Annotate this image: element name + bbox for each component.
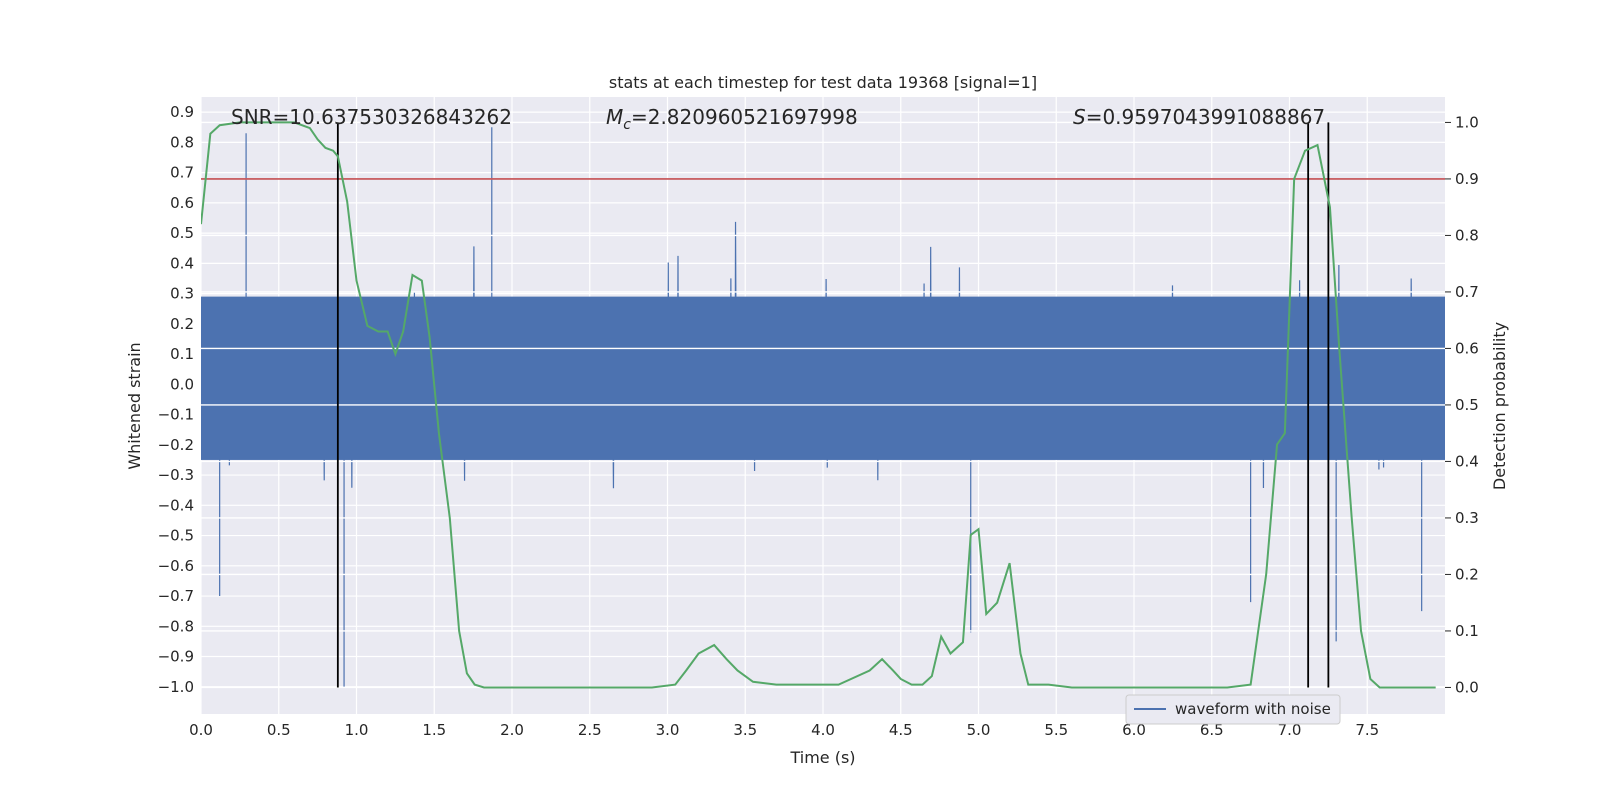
x-tick-label: 0.5	[267, 721, 291, 739]
y-left-tick-label: −0.3	[158, 466, 194, 484]
y-right-tick-label: 0.7	[1455, 283, 1479, 301]
x-tick-label: 4.0	[811, 721, 835, 739]
x-tick-label: 1.5	[422, 721, 446, 739]
y-left-tick-label: 0.4	[170, 254, 194, 272]
y-left-tick-label: −0.1	[158, 406, 194, 424]
y-left-tick-label: −0.2	[158, 436, 194, 454]
y-left-tick-label: −0.6	[158, 557, 194, 575]
chirp-mass-value: =2.820960521697998	[631, 105, 858, 129]
x-tick-label: 3.0	[656, 721, 680, 739]
s-value: =0.9597043991088867	[1086, 105, 1325, 129]
detection-probability-line	[201, 121, 1436, 689]
y-left-axis-label: Whitened strain	[125, 342, 144, 469]
y-right-axis-ticks: 1.0 0.9 0.8 0.7 0.6 0.5 0.4 0.3 0.2 0.1 0.0	[1445, 113, 1479, 696]
legend-label: waveform with noise	[1175, 700, 1331, 718]
y-left-tick-label: 0.1	[170, 345, 194, 363]
chirp-mass-subscript: c	[623, 117, 631, 133]
y-right-tick-label: 0.6	[1455, 339, 1479, 357]
x-tick-label: 2.0	[500, 721, 524, 739]
y-right-tick-label: 0.3	[1455, 509, 1479, 527]
band-gridlines	[201, 121, 1445, 689]
y-left-tick-label: 0.7	[170, 164, 194, 182]
y-left-tick-label: 0.2	[170, 315, 194, 333]
s-symbol: S	[1073, 105, 1086, 129]
chart-title: stats at each timestep for test data 193…	[609, 73, 1037, 92]
y-left-tick-label: 0.3	[170, 285, 194, 303]
y-right-tick-label: 0.0	[1455, 678, 1479, 696]
y-right-axis-label: Detection probability	[1490, 322, 1509, 490]
y-right-tick-label: 0.5	[1455, 396, 1479, 414]
y-right-tick-label: 0.2	[1455, 565, 1479, 583]
y-left-tick-label: 0.8	[170, 133, 194, 151]
y-left-tick-label: 0.5	[170, 224, 194, 242]
y-left-tick-label: −0.7	[158, 587, 194, 605]
x-tick-label: 7.5	[1355, 721, 1379, 739]
y-left-tick-label: −0.4	[158, 496, 194, 514]
y-left-tick-label: −0.8	[158, 617, 194, 635]
x-axis-ticks: 0.0 0.5 1.0 1.5 2.0 2.5 3.0 3.5 4.0 4.5 5.0 5.5 6.0 6…	[189, 721, 1379, 739]
waveform-core-band	[201, 296, 1445, 460]
x-tick-label: 6.5	[1200, 721, 1224, 739]
legend: waveform with noise	[1125, 694, 1341, 725]
y-right-tick-label: 0.9	[1455, 170, 1479, 188]
chirp-mass-annotation: Mc=2.820960521697998	[606, 105, 858, 133]
y-left-tick-label: −0.9	[158, 648, 194, 666]
x-tick-label: 7.0	[1278, 721, 1302, 739]
y-right-tick-label: 0.1	[1455, 622, 1479, 640]
x-tick-label: 4.5	[889, 721, 913, 739]
y-left-tick-label: 0.0	[170, 375, 194, 393]
x-tick-label: 3.5	[733, 721, 757, 739]
y-left-tick-label: 0.6	[170, 194, 194, 212]
x-tick-label: 5.0	[967, 721, 991, 739]
y-right-tick-label: 0.8	[1455, 226, 1479, 244]
x-tick-label: 1.0	[345, 721, 369, 739]
x-tick-label: 5.5	[1044, 721, 1068, 739]
x-tick-label: 2.5	[578, 721, 602, 739]
y-right-tick-label: 0.4	[1455, 452, 1479, 470]
y-left-tick-label: −1.0	[158, 678, 194, 696]
y-left-tick-label: 0.9	[170, 103, 194, 121]
x-tick-label: 6.0	[1122, 721, 1146, 739]
snr-annotation: SNR=10.637530326843262	[231, 105, 512, 129]
y-left-axis-ticks: 0.9 0.8 0.7 0.6 0.5 0.4 0.3 0.2 0.1 0.0 −0.1 −0.2 −0…	[158, 103, 194, 696]
y-left-tick-label: −0.5	[158, 527, 194, 545]
vertical-markers	[336, 122, 1330, 688]
legend-box	[1125, 694, 1341, 725]
chirp-mass-symbol: M	[606, 105, 623, 129]
y-right-tick-label: 1.0	[1455, 113, 1479, 131]
s-annotation: S=0.9597043991088867	[1073, 105, 1325, 129]
x-tick-label: 0.0	[189, 721, 213, 739]
x-axis-label: Time (s)	[789, 748, 855, 767]
